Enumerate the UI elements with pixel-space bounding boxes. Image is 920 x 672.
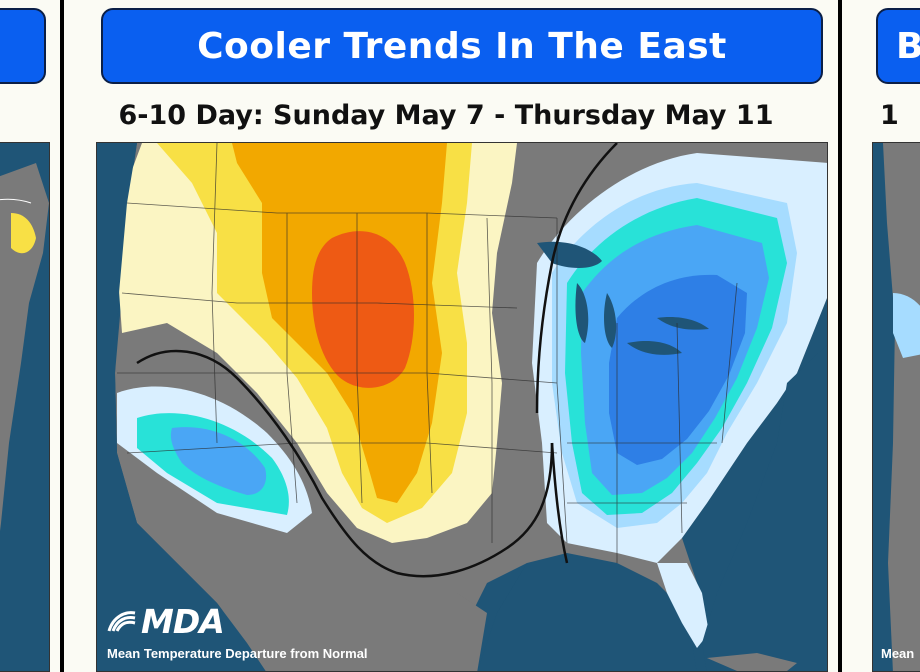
right-panel-map: Mean xyxy=(872,142,920,672)
right-panel-subtitle: 1 xyxy=(880,100,899,131)
forecast-period: 6-10 Day: Sunday May 7 - Thursday May 11 xyxy=(118,100,774,131)
map-caption: Mean Temperature Departure from Normal xyxy=(107,646,368,661)
left-panel xyxy=(0,0,60,672)
panel-title: Cooler Trends In The East xyxy=(101,8,823,84)
great-lakes xyxy=(537,241,709,355)
zero-contours xyxy=(136,143,618,578)
temperature-map: MDA Mean Temperature Departure from Norm… xyxy=(96,142,828,672)
state-boundaries xyxy=(117,143,738,563)
mexico-land xyxy=(217,573,487,671)
warm-band-4 xyxy=(312,231,414,388)
right-panel-caption: Mean xyxy=(881,646,915,661)
divider-left xyxy=(60,0,64,672)
divider-right xyxy=(838,0,842,672)
mda-logo: MDA xyxy=(107,602,225,641)
florida xyxy=(657,563,709,648)
southwest-cool-3 xyxy=(170,427,267,495)
mda-wordmark: MDA xyxy=(141,602,225,641)
right-panel-title: B xyxy=(876,8,920,84)
mda-swoosh-icon xyxy=(107,610,136,632)
center-panel: Cooler Trends In The East 6-10 Day: Sund… xyxy=(64,0,838,672)
temperature-anomaly-map xyxy=(97,143,827,671)
atlantic-ocean xyxy=(702,344,827,671)
pacific-ocean xyxy=(97,143,266,671)
right-panel: B 1 Mean xyxy=(842,0,920,672)
left-panel-title xyxy=(0,8,46,84)
gulf-of-mexico xyxy=(477,563,697,671)
left-panel-map xyxy=(0,142,50,672)
cuba xyxy=(707,653,797,671)
